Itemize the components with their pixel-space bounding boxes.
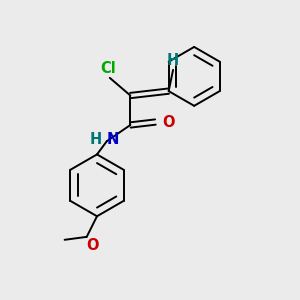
Text: H: H xyxy=(167,53,179,68)
Text: N: N xyxy=(107,132,119,147)
Text: H: H xyxy=(89,132,101,147)
Text: O: O xyxy=(87,238,99,253)
Text: O: O xyxy=(162,115,174,130)
Text: Cl: Cl xyxy=(100,61,116,76)
